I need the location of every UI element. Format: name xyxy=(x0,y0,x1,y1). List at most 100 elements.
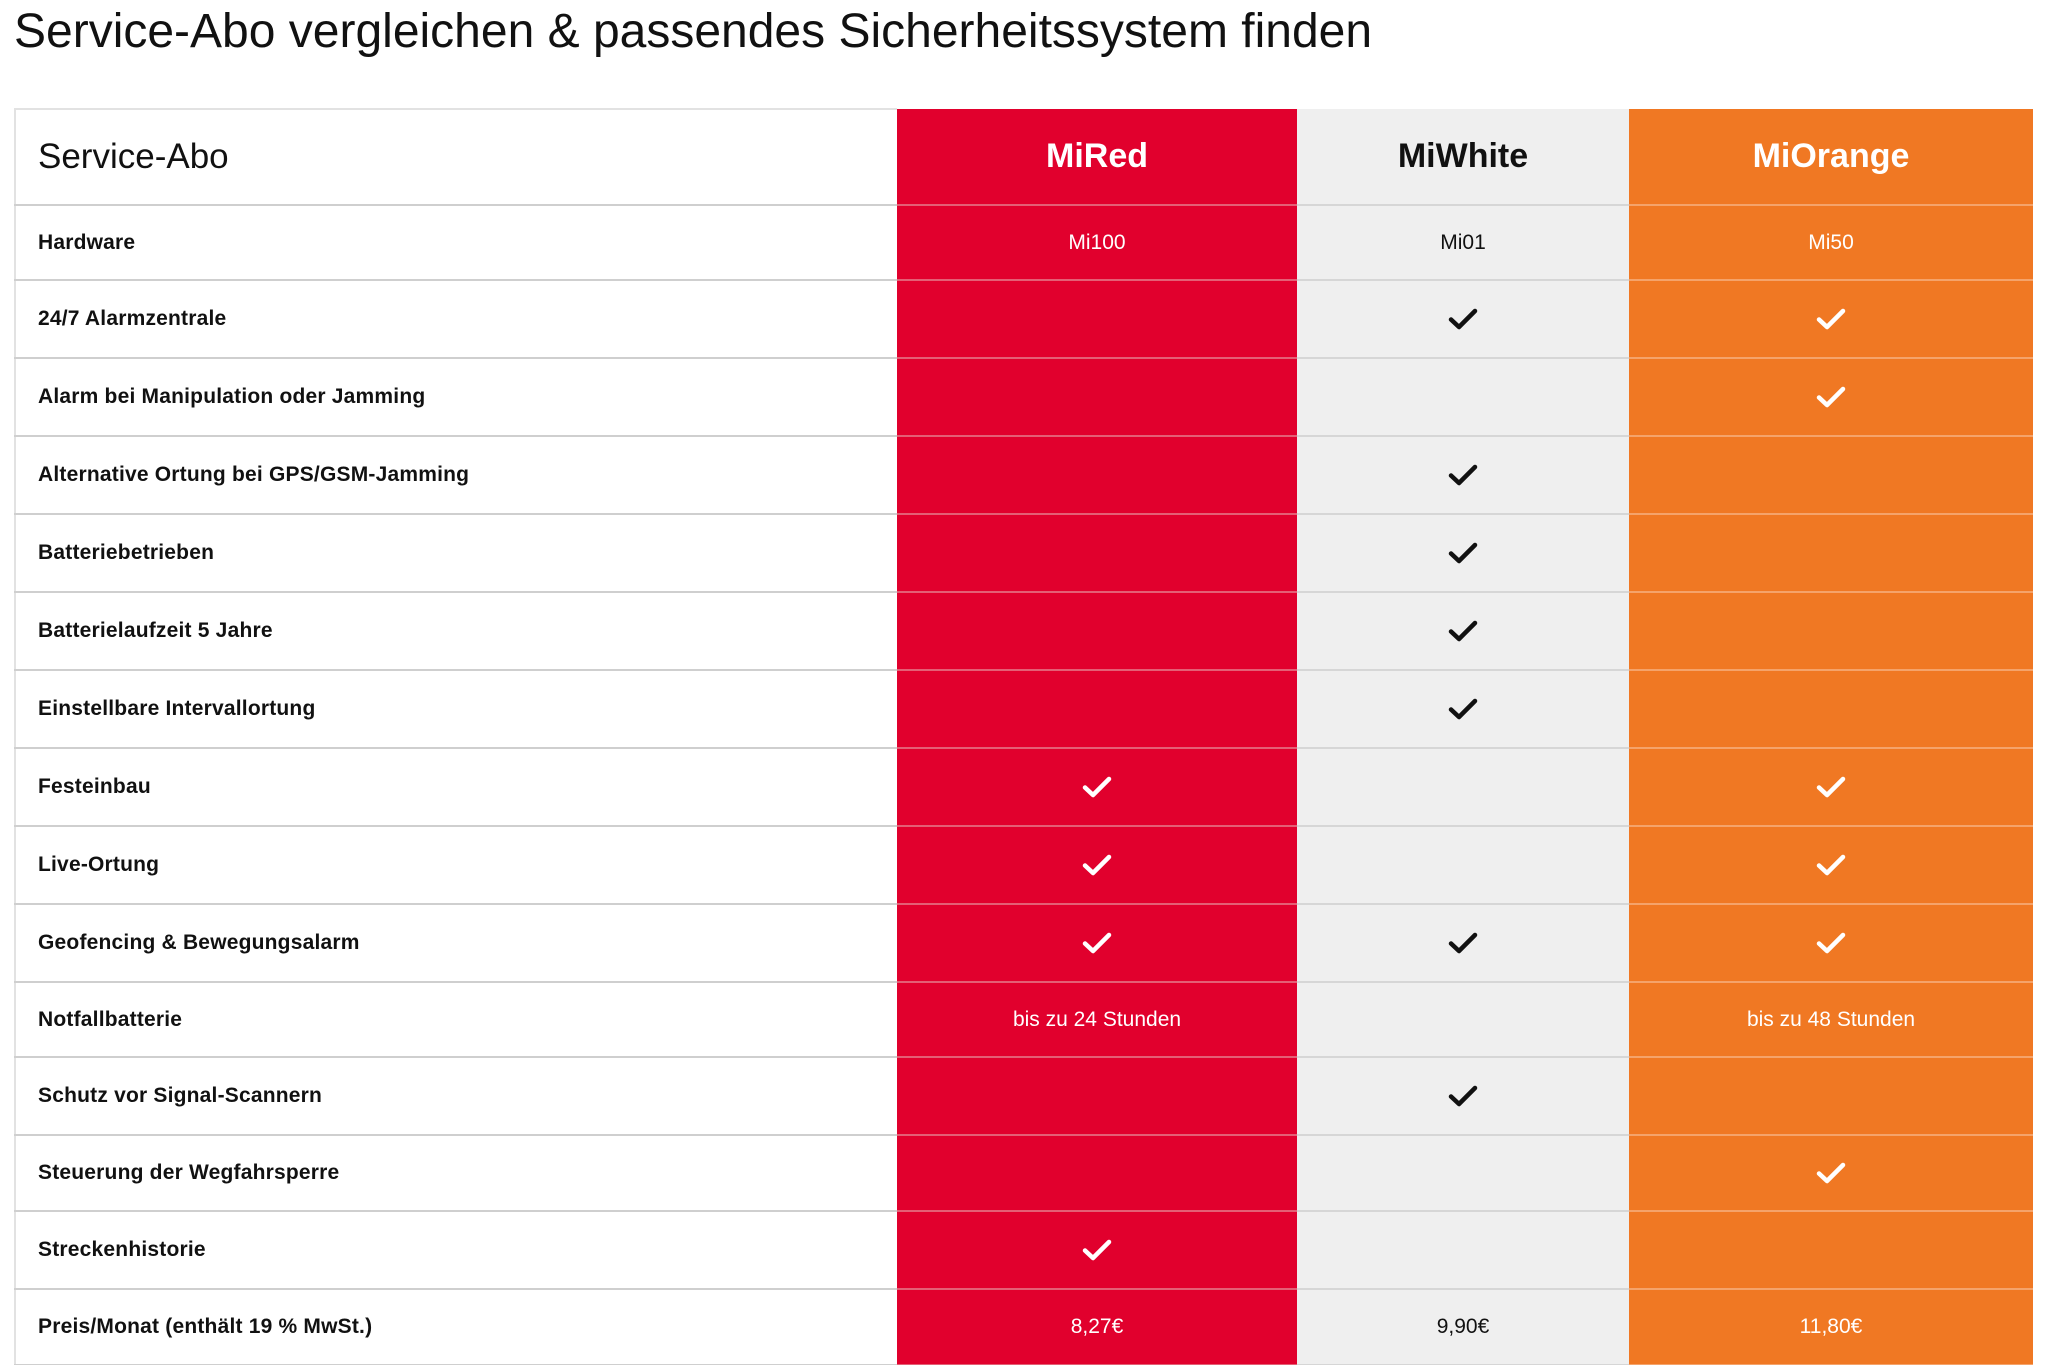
table-row: Schutz vor Signal-Scannern xyxy=(14,1057,2033,1136)
cell-value: 11,80€ xyxy=(1799,1315,1863,1338)
cell-mired xyxy=(897,358,1297,437)
table-row: Live-Ortung xyxy=(14,826,2033,905)
feature-label: Batteriebetrieben xyxy=(14,514,897,593)
cell-mired: 8,27€ xyxy=(897,1289,1297,1365)
checkmark-icon xyxy=(1816,385,1846,409)
cell-miwhite: 9,90€ xyxy=(1297,1289,1629,1365)
cell-mired xyxy=(897,670,1297,749)
cell-mired xyxy=(897,514,1297,593)
plan-header-miwhite: MiWhite xyxy=(1297,109,1629,206)
cell-miorange xyxy=(1629,748,2033,827)
cell-miwhite xyxy=(1297,670,1629,749)
table-body: Hardware Mi100 Mi01 Mi50 24/7 Alarmzentrale A… xyxy=(14,205,2033,1365)
feature-label: Live-Ortung xyxy=(14,826,897,905)
checkmark-icon xyxy=(1082,1238,1112,1262)
feature-label: Streckenhistorie xyxy=(14,1211,897,1290)
cell-value: Mi01 xyxy=(1440,230,1486,254)
feature-label: Steuerung der Wegfahrsperre xyxy=(14,1135,897,1212)
table-row: Hardware Mi100 Mi01 Mi50 xyxy=(14,205,2033,281)
cell-miorange xyxy=(1629,1135,2033,1212)
cell-miorange: 11,80€ xyxy=(1629,1289,2033,1365)
table-row: Alternative Ortung bei GPS/GSM-Jamming xyxy=(14,436,2033,515)
feature-label: Geofencing & Bewegungsalarm xyxy=(14,904,897,983)
table-row: Notfallbatterie bis zu 24 Stunden bis zu 4… xyxy=(14,982,2033,1058)
cell-mired xyxy=(897,1211,1297,1290)
cell-value: Mi50 xyxy=(1808,230,1854,254)
plan-comparison-table: Service-Abo MiRed MiWhite MiOrange Hardw… xyxy=(14,108,2033,1365)
cell-value: 8,27€ xyxy=(1070,1315,1124,1338)
feature-label: Hardware xyxy=(14,205,897,281)
checkmark-icon xyxy=(1448,1084,1478,1108)
checkmark-icon xyxy=(1448,307,1478,331)
checkmark-icon xyxy=(1448,619,1478,643)
cell-miwhite xyxy=(1297,1135,1629,1212)
cell-miorange xyxy=(1629,358,2033,437)
cell-miorange xyxy=(1629,280,2033,359)
checkmark-icon xyxy=(1448,541,1478,565)
checkmark-icon xyxy=(1082,931,1112,955)
cell-miwhite xyxy=(1297,592,1629,671)
checkmark-icon xyxy=(1816,931,1846,955)
page-title: Service-Abo vergleichen & passendes Sich… xyxy=(14,5,1373,58)
comparison-table-wrapper: Service-Abo MiRed MiWhite MiOrange Hardw… xyxy=(14,108,2033,1365)
cell-mired xyxy=(897,748,1297,827)
checkmark-icon xyxy=(1082,853,1112,877)
table-row: Steuerung der Wegfahrsperre xyxy=(14,1135,2033,1212)
checkmark-icon xyxy=(1816,853,1846,877)
table-row: Streckenhistorie xyxy=(14,1211,2033,1290)
cell-mired xyxy=(897,1135,1297,1212)
cell-miwhite xyxy=(1297,1211,1629,1290)
table-row: Geofencing & Bewegungsalarm xyxy=(14,904,2033,983)
header-label: Service-Abo xyxy=(14,108,897,206)
feature-label: 24/7 Alarmzentrale xyxy=(14,280,897,359)
table-row: Batterielaufzeit 5 Jahre xyxy=(14,592,2033,671)
checkmark-icon xyxy=(1816,1161,1846,1185)
checkmark-icon xyxy=(1816,307,1846,331)
cell-mired xyxy=(897,436,1297,515)
table-row: 24/7 Alarmzentrale xyxy=(14,280,2033,359)
feature-label: Notfallbatterie xyxy=(14,982,897,1058)
checkmark-icon xyxy=(1816,775,1846,799)
cell-miorange xyxy=(1629,1057,2033,1136)
feature-label: Einstellbare Intervallortung xyxy=(14,670,897,749)
cell-miorange xyxy=(1629,904,2033,983)
table-header-row: Service-Abo MiRed MiWhite MiOrange xyxy=(14,108,2033,206)
cell-miorange xyxy=(1629,670,2033,749)
cell-value: 9,90€ xyxy=(1436,1315,1490,1338)
feature-label: Alternative Ortung bei GPS/GSM-Jamming xyxy=(14,436,897,515)
cell-mired xyxy=(897,280,1297,359)
cell-miwhite xyxy=(1297,1057,1629,1136)
cell-miwhite xyxy=(1297,358,1629,437)
cell-mired xyxy=(897,904,1297,983)
cell-miwhite xyxy=(1297,280,1629,359)
cell-miorange xyxy=(1629,592,2033,671)
cell-value: bis zu 48 Stunden xyxy=(1746,1007,1916,1031)
cell-miwhite xyxy=(1297,436,1629,515)
table-row: Preis/Monat (enthält 19 % MwSt.) 8,27€ 9,9… xyxy=(14,1289,2033,1365)
table-row: Alarm bei Manipulation oder Jamming xyxy=(14,358,2033,437)
plan-header-mired: MiRed xyxy=(897,109,1297,206)
cell-miorange xyxy=(1629,514,2033,593)
cell-miorange: bis zu 48 Stunden xyxy=(1629,982,2033,1058)
cell-miwhite xyxy=(1297,826,1629,905)
cell-mired xyxy=(897,592,1297,671)
cell-value: Mi100 xyxy=(1068,230,1126,254)
checkmark-icon xyxy=(1448,697,1478,721)
cell-mired: bis zu 24 Stunden xyxy=(897,982,1297,1058)
cell-miwhite xyxy=(1297,904,1629,983)
cell-miorange xyxy=(1629,826,2033,905)
cell-miwhite xyxy=(1297,514,1629,593)
feature-label: Festeinbau xyxy=(14,748,897,827)
feature-label: Schutz vor Signal-Scannern xyxy=(14,1057,897,1136)
cell-miwhite xyxy=(1297,748,1629,827)
table-row: Batteriebetrieben xyxy=(14,514,2033,593)
table-row: Einstellbare Intervallortung xyxy=(14,670,2033,749)
plan-header-miorange: MiOrange xyxy=(1629,109,2033,206)
feature-label: Preis/Monat (enthält 19 % MwSt.) xyxy=(14,1289,897,1365)
cell-mired xyxy=(897,826,1297,905)
cell-miorange xyxy=(1629,436,2033,515)
cell-miorange xyxy=(1629,1211,2033,1290)
feature-label: Batterielaufzeit 5 Jahre xyxy=(14,592,897,671)
cell-miwhite xyxy=(1297,982,1629,1058)
